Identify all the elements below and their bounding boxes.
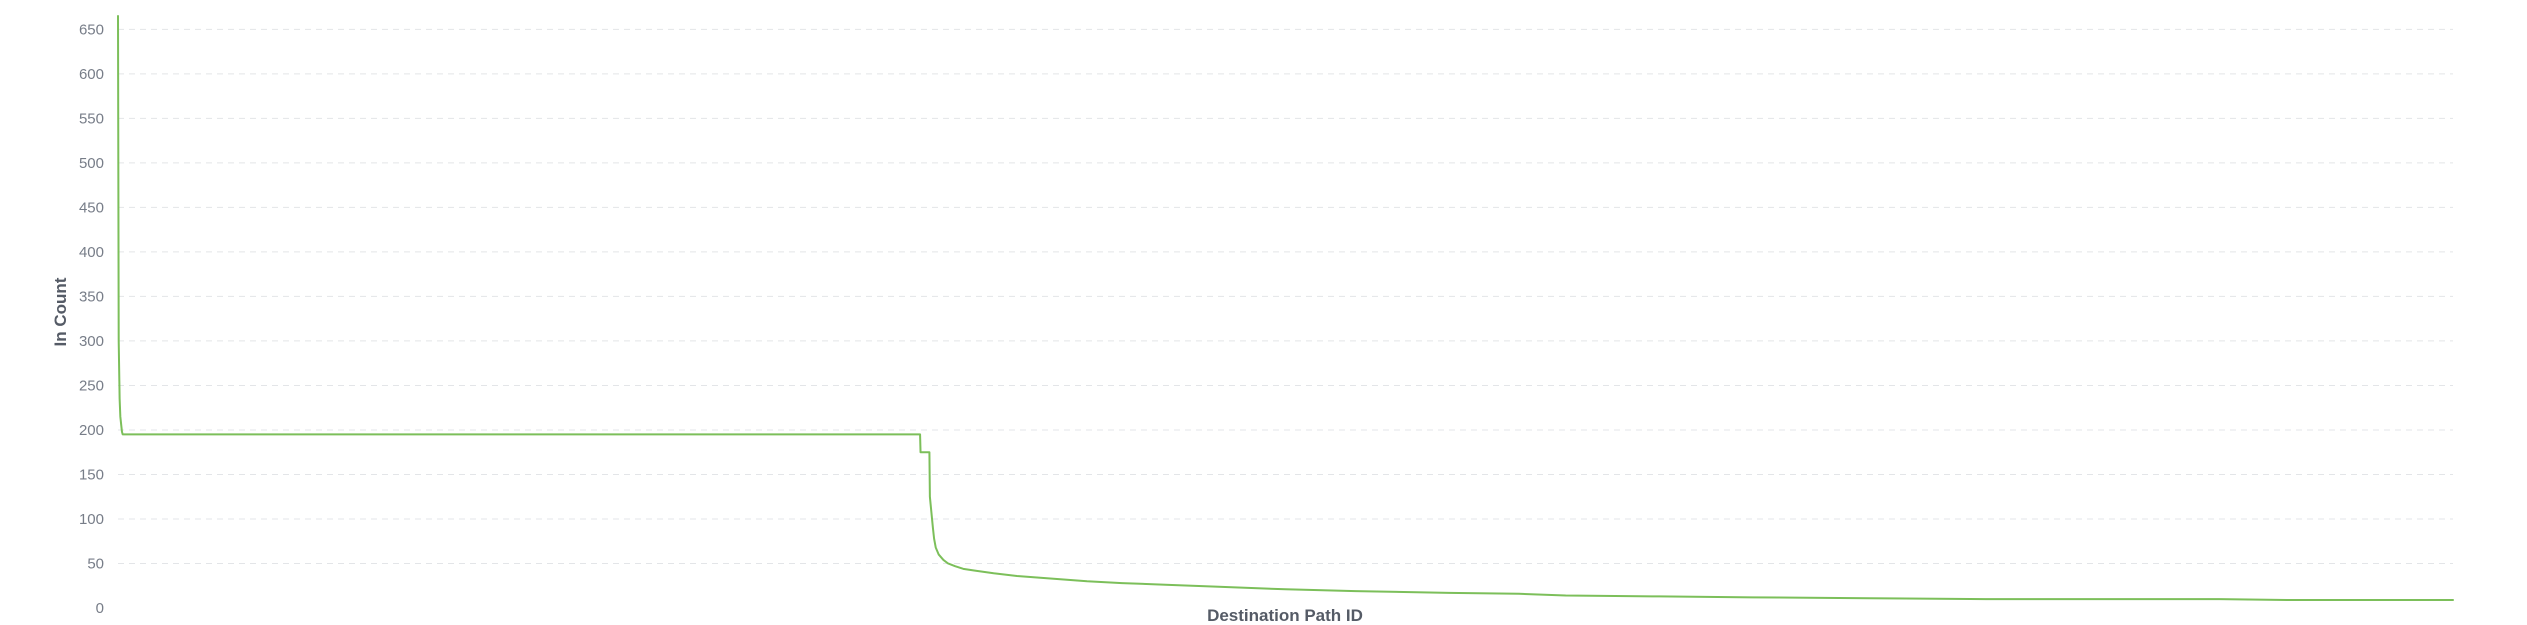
y-tick-label: 500: [79, 155, 104, 172]
y-axis-label: In Count: [51, 277, 70, 346]
y-tick-label: 50: [87, 555, 104, 572]
series-layer: [117, 15, 2454, 601]
y-tick-label: 100: [79, 511, 104, 528]
y-tick-label: 300: [79, 333, 104, 350]
y-tick-label: 450: [79, 199, 104, 216]
y-tick-label: 200: [79, 422, 104, 439]
y-tick-label: 600: [79, 66, 104, 83]
y-tick-label: 350: [79, 288, 104, 305]
x-axis-label: Destination Path ID: [1207, 606, 1363, 625]
y-tick-label: 650: [79, 21, 104, 38]
y-tick-label: 400: [79, 244, 104, 261]
y-axis-ticks: 0 50 100 150 200 250 300 350 400 450 500 550 600 650: [79, 21, 104, 617]
gridlines: [118, 28, 2453, 564]
y-tick-label: 150: [79, 466, 104, 483]
y-tick-label: 550: [79, 110, 104, 127]
series-line-0: [117, 15, 2454, 601]
y-tick-label: 0: [96, 600, 104, 617]
y-tick-label: 250: [79, 377, 104, 394]
